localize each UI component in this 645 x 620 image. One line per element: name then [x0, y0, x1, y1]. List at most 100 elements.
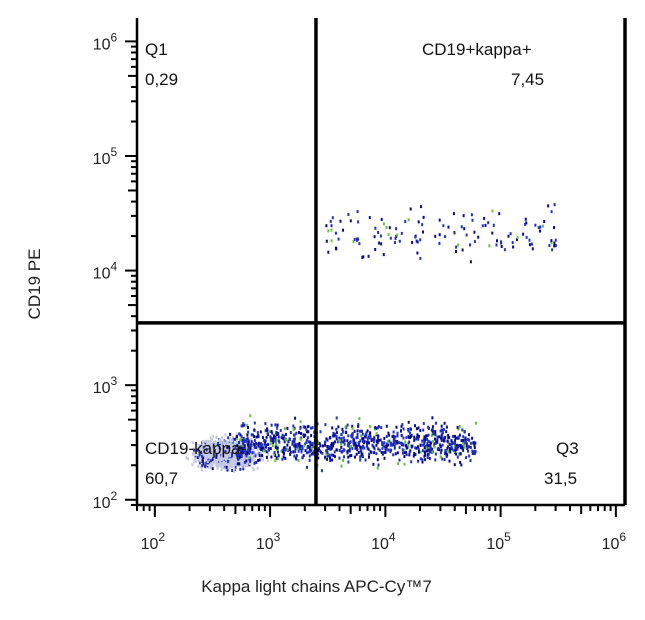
data-point	[212, 441, 215, 445]
data-point	[197, 459, 200, 462]
data-point	[423, 446, 426, 450]
data-point	[305, 440, 308, 444]
data-point	[246, 437, 249, 441]
data-point	[219, 457, 222, 461]
data-point	[424, 453, 427, 457]
data-point	[456, 425, 459, 429]
data-point	[200, 445, 203, 448]
data-point	[274, 445, 277, 449]
data-point	[283, 437, 286, 441]
data-point	[477, 235, 480, 239]
data-point	[245, 445, 248, 449]
data-point	[454, 434, 456, 438]
data-point	[433, 442, 436, 446]
data-point	[274, 435, 277, 439]
data-point	[246, 423, 249, 427]
quadrant-gates	[137, 18, 627, 505]
data-point	[421, 443, 424, 447]
data-point	[277, 432, 280, 435]
data-point	[260, 444, 263, 448]
data-point	[472, 441, 475, 445]
data-point	[439, 443, 442, 447]
data-point	[260, 442, 262, 446]
data-point	[213, 460, 215, 464]
data-point	[353, 442, 356, 446]
data-point	[351, 447, 354, 451]
data-point	[407, 428, 410, 431]
data-point	[205, 456, 208, 460]
data-point	[400, 441, 403, 445]
data-point	[251, 466, 254, 470]
data-point	[420, 205, 422, 209]
data-point	[299, 420, 302, 424]
data-point	[379, 438, 382, 442]
data-point	[400, 429, 402, 433]
data-point	[439, 445, 442, 449]
quadrant-q1-value: 0,29	[145, 70, 179, 89]
data-point	[270, 423, 273, 427]
data-point	[235, 439, 238, 443]
data-point	[282, 450, 284, 454]
quadrant-q3-value: 31,5	[544, 469, 578, 488]
data-point	[405, 436, 408, 440]
data-point	[207, 453, 210, 457]
data-point	[385, 424, 388, 428]
data-point	[276, 423, 279, 427]
y-axis-label: CD19 PE	[25, 248, 44, 320]
data-point	[434, 441, 437, 445]
data-point	[320, 469, 323, 473]
data-point	[221, 436, 223, 440]
data-point	[241, 449, 244, 453]
data-point	[309, 440, 312, 444]
data-point	[429, 446, 432, 450]
data-point	[431, 416, 434, 420]
data-point	[200, 450, 203, 454]
data-point	[270, 455, 273, 459]
data-point	[221, 462, 224, 466]
data-point	[240, 424, 243, 428]
data-point	[247, 443, 250, 447]
data-point	[251, 449, 254, 453]
data-point	[402, 427, 405, 431]
data-point	[306, 425, 309, 429]
y-tick-label: 103	[93, 374, 118, 397]
data-point	[330, 441, 333, 445]
data-point	[326, 438, 329, 442]
data-point	[269, 442, 272, 446]
data-point	[269, 435, 272, 439]
data-point	[350, 454, 353, 457]
data-point	[407, 443, 410, 447]
data-point	[227, 459, 229, 463]
data-point	[308, 454, 311, 458]
data-point	[295, 454, 298, 458]
data-point	[253, 461, 256, 465]
data-point	[374, 248, 377, 251]
data-point	[201, 454, 203, 458]
data-point	[239, 467, 242, 471]
data-point	[211, 463, 214, 467]
data-point	[468, 433, 470, 437]
data-point	[396, 233, 399, 237]
data-point	[539, 229, 541, 233]
data-point	[223, 466, 226, 470]
data-point	[330, 228, 333, 232]
data-point	[270, 430, 273, 433]
data-point	[427, 444, 430, 448]
data-point	[357, 441, 360, 445]
data-point	[352, 240, 355, 244]
data-point	[474, 449, 477, 453]
y-tick-label: 102	[93, 489, 118, 512]
data-point	[242, 467, 245, 471]
data-point	[217, 450, 219, 454]
data-point	[524, 217, 527, 221]
data-point	[342, 436, 345, 440]
data-point	[334, 231, 337, 235]
data-point	[277, 435, 280, 439]
data-point	[250, 451, 253, 455]
data-point	[252, 458, 255, 462]
data-point	[385, 226, 388, 229]
x-tick-label: 102	[141, 530, 166, 553]
data-point	[238, 448, 241, 452]
data-point	[377, 438, 380, 442]
data-point	[392, 453, 395, 457]
